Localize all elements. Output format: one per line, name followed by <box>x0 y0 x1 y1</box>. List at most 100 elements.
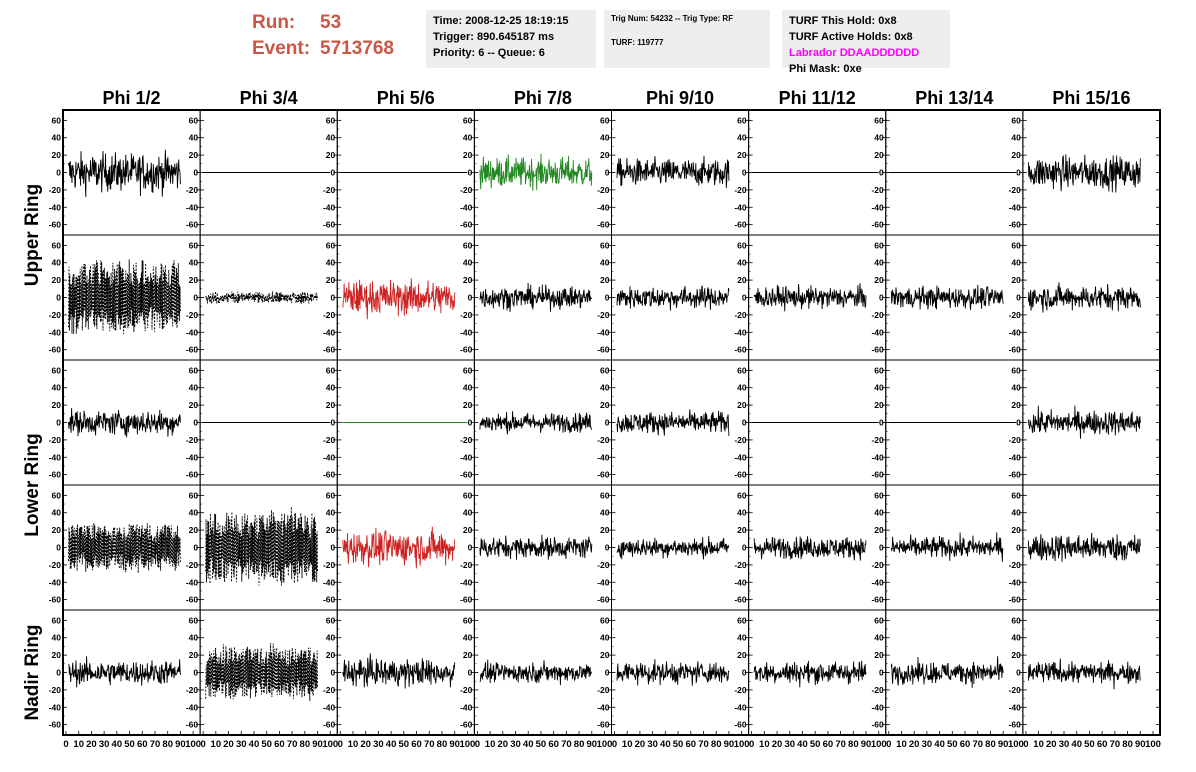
y-tick-label: 20 <box>1011 400 1021 410</box>
y-tick-label: 20 <box>874 275 884 285</box>
y-tick-label: -60 <box>597 720 610 730</box>
y-tick-label: -60 <box>323 470 336 480</box>
y-tick-label: 20 <box>600 400 610 410</box>
y-tick-label: 20 <box>52 400 62 410</box>
y-tick-label: -20 <box>597 560 610 570</box>
x-tick-label: 100 <box>871 739 887 750</box>
y-tick-label: -60 <box>460 345 473 355</box>
waveform-panel: -60 -40 -20 0 20 40 60 <box>597 234 750 361</box>
y-tick-label: -20 <box>871 435 884 445</box>
y-tick-label: 0 <box>468 293 473 303</box>
y-tick-label: 0 <box>605 668 610 678</box>
waveform-panel: -60 -40 -20 0 20 40 60 <box>871 234 1024 361</box>
y-tick-label: -20 <box>186 185 199 195</box>
x-tick-label: 10 <box>211 739 222 750</box>
y-tick-label: 0 <box>605 418 610 428</box>
waveform-trace <box>342 653 456 689</box>
y-tick-label: 20 <box>326 525 336 535</box>
y-tick-label: -60 <box>49 470 62 480</box>
y-tick-label: 60 <box>600 490 610 500</box>
y-tick-label: -60 <box>1009 220 1022 230</box>
waveform-panel: -60 -40 -20 0 20 40 60 <box>186 359 338 486</box>
y-tick-label: 0 <box>331 293 336 303</box>
y-tick-label: 0 <box>879 418 884 428</box>
y-tick-label: 60 <box>52 615 62 625</box>
y-tick-label: -40 <box>734 577 747 587</box>
y-tick-label: 40 <box>52 508 62 518</box>
x-tick-label: 40 <box>523 739 534 750</box>
x-tick-label: 90 <box>724 739 735 750</box>
waveform-panel: -60 -40 -20 0 20 40 60 <box>460 359 612 486</box>
waveform-panel: -60 -40 -20 0 20 40 60 <box>460 109 612 236</box>
y-tick-label: 40 <box>737 383 747 393</box>
y-tick-label: 40 <box>600 383 610 393</box>
x-tick-label: 40 <box>934 739 945 750</box>
waveform-panel: -60 -40 -20 0 20 40 60 <box>1009 234 1161 361</box>
y-tick-label: -40 <box>49 452 62 462</box>
x-tick-label: 10 <box>73 739 84 750</box>
x-tick-label: 60 <box>274 739 285 750</box>
x-tick-label: 60 <box>823 739 834 750</box>
y-tick-label: -60 <box>460 470 473 480</box>
y-tick-label: 20 <box>189 275 199 285</box>
y-tick-label: -20 <box>460 435 473 445</box>
y-tick-label: 60 <box>326 115 336 125</box>
y-tick-label: -60 <box>871 470 884 480</box>
y-tick-label: 40 <box>600 133 610 143</box>
y-tick-label: 40 <box>1011 383 1021 393</box>
y-tick-label: -60 <box>1009 720 1022 730</box>
turf-info-box: TURF This Hold: 0x8 TURF Active Holds: 0… <box>782 10 950 75</box>
y-tick-label: -40 <box>597 702 610 712</box>
y-tick-label: 20 <box>189 400 199 410</box>
waveform-trace <box>1027 658 1141 690</box>
x-tick-label: 50 <box>399 739 410 750</box>
y-tick-label: 20 <box>874 650 884 660</box>
waveform-panel: -60 -40 -20 0 20 40 60 <box>323 359 475 486</box>
y-tick-label: 0 <box>56 168 61 178</box>
waveform-panel: -60 -40 -20 0 20 40 60 <box>186 109 338 236</box>
x-tick-label: 70 <box>1110 739 1121 750</box>
x-tick-label: 70 <box>287 739 298 750</box>
waveform-trace <box>205 506 318 586</box>
x-tick-label: 90 <box>175 739 186 750</box>
x-tick-label: 60 <box>1097 739 1108 750</box>
y-tick-label: 0 <box>742 168 747 178</box>
x-tick-label: 50 <box>1084 739 1095 750</box>
y-tick-label: 40 <box>1011 133 1021 143</box>
event-label: Event: <box>252 38 311 59</box>
y-tick-label: -40 <box>323 452 336 462</box>
waveform-trace <box>479 282 592 312</box>
y-tick-label: -20 <box>871 310 884 320</box>
x-tick-label: 60 <box>411 739 422 750</box>
y-tick-label: -60 <box>323 220 336 230</box>
priority-text: Priority: 6 -- Queue: 6 <box>433 47 545 59</box>
y-tick-label: 60 <box>874 615 884 625</box>
x-tick-label: 90 <box>998 739 1009 750</box>
y-tick-label: 40 <box>326 258 336 268</box>
y-tick-label: 0 <box>742 543 747 553</box>
waveform-panel: -60 -40 -20 0 20 40 60 <box>734 109 887 236</box>
y-tick-label: -40 <box>460 702 473 712</box>
y-tick-label: 40 <box>1011 633 1021 643</box>
y-tick-label: 40 <box>189 133 199 143</box>
y-tick-label: 0 <box>468 543 473 553</box>
waveform-panel: -60 -40 -20 0 20 40 60 <box>1009 484 1161 611</box>
y-tick-label: -60 <box>1009 595 1022 605</box>
x-tick-label: 50 <box>810 739 821 750</box>
y-tick-label: -20 <box>49 560 62 570</box>
y-tick-label: 0 <box>1016 168 1021 178</box>
ring-label: Upper Ring <box>22 184 43 286</box>
x-tick-label: 70 <box>698 739 709 750</box>
y-tick-label: 60 <box>737 615 747 625</box>
y-tick-label: -40 <box>871 202 884 212</box>
waveform-trace <box>616 409 730 436</box>
x-tick-label: 50 <box>536 739 547 750</box>
y-tick-label: -60 <box>186 470 199 480</box>
x-tick-label: 100 <box>1008 739 1024 750</box>
y-tick-label: -60 <box>186 220 199 230</box>
y-tick-label: -60 <box>734 595 747 605</box>
y-tick-label: 20 <box>737 275 747 285</box>
x-tick-label: 20 <box>86 739 97 750</box>
waveform-trace <box>68 408 181 438</box>
x-tick-label: 50 <box>947 739 958 750</box>
